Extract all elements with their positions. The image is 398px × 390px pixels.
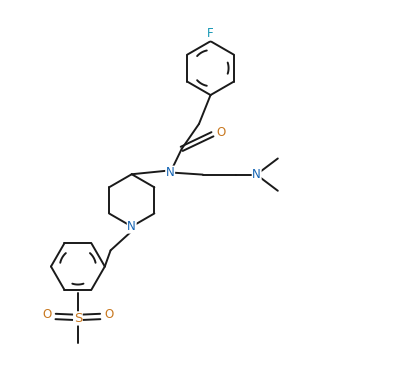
Text: O: O [216,126,226,139]
Text: N: N [166,166,175,179]
Text: N: N [127,220,136,233]
Text: F: F [207,27,214,40]
Text: O: O [104,308,113,321]
Text: O: O [43,308,52,321]
Text: N: N [252,168,261,181]
Text: S: S [74,312,82,325]
